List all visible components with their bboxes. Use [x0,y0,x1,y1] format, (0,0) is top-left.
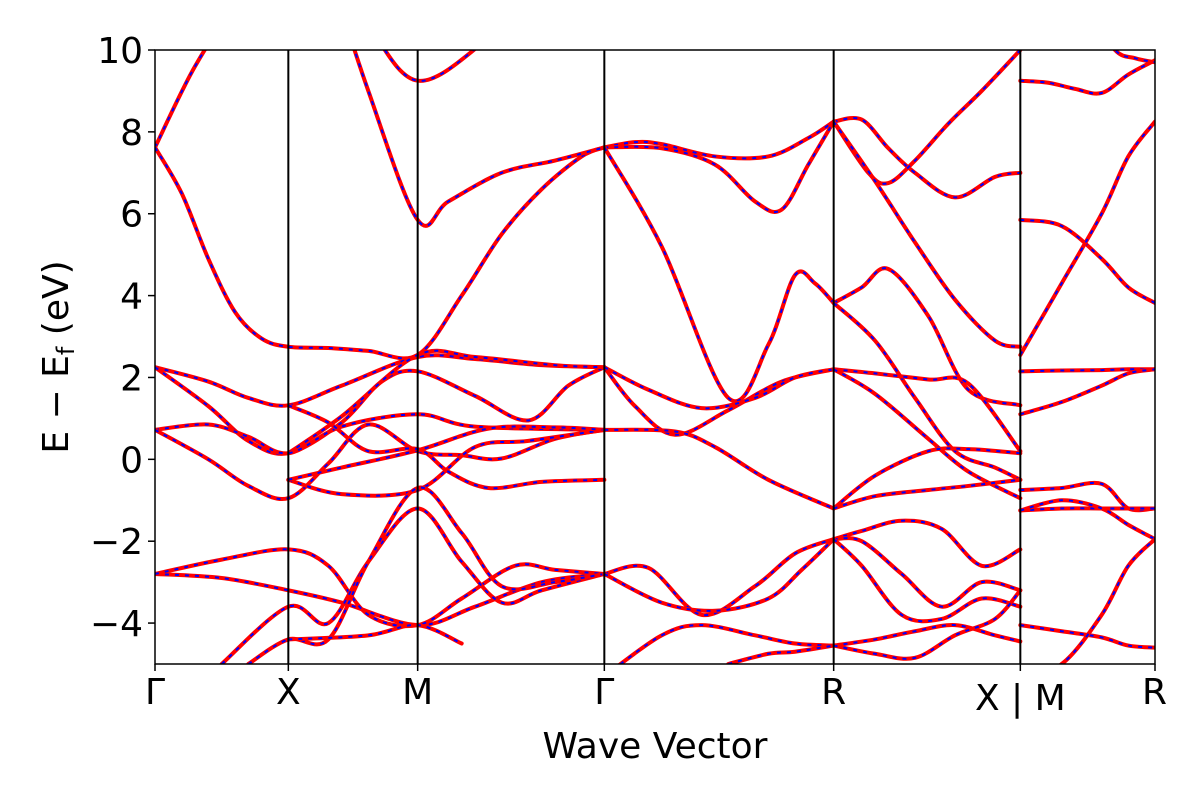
y-tick-label: 8 [120,113,143,154]
y-tick-label: −4 [90,604,143,645]
band-line-dashed-6 [287,349,605,455]
band-line-43 [1018,217,1155,305]
band-line-dashed-39 [833,624,1021,647]
x-tick-label: Γ [145,672,165,713]
band-line-8 [155,422,607,502]
band-line-16 [286,623,464,646]
band-line-41 [1018,58,1155,96]
x-tick-label: X | M [975,678,1066,719]
x-tick-label: M [402,672,433,713]
band-line-42 [1112,50,1155,65]
band-line-dashed-2 [155,146,605,360]
band-line-40 [831,588,1023,661]
x-tick-label: R [821,672,846,713]
band-line-dashed-12 [155,572,605,627]
band-line-dashed-7 [155,413,605,455]
band-line-dashed-22 [604,428,835,510]
y-tick-label: −2 [90,522,143,563]
band-line-26 [726,643,836,664]
y-tick-label: 4 [120,277,143,318]
band-line-dashed-24 [603,538,835,612]
y-tick-label: 0 [120,440,143,481]
band-line-dashed-29 [832,121,1021,348]
y-tick-label: 10 [97,31,143,72]
band-line-dashed-14 [221,507,605,664]
x-tick-label: X [276,672,301,713]
band-line-dashed-30 [833,267,1021,407]
y-tick-label: 2 [120,358,143,399]
band-line-dashed-36 [833,519,1021,568]
band-line-dashed-13 [155,548,605,628]
band-line-51 [1057,537,1155,664]
y-tick-label: 6 [120,195,143,236]
band-line-dashed-33 [833,368,1021,500]
band-line-44 [1018,119,1155,357]
band-line-dashed-38 [832,538,1021,623]
band-line-dashed-43 [1020,218,1155,304]
band-line-27 [831,115,1023,200]
band-line-dashed-50 [1020,624,1155,649]
band-line-dashed-25 [618,624,834,664]
band-line-dashed-35 [833,478,1021,510]
band-line-dashed-8 [155,423,605,501]
band-line-dashed-16 [288,624,463,645]
y-axis-label-unit: (eV) [36,260,77,346]
band-line-dashed-31 [832,302,1021,481]
band-line-dashed-23 [604,538,835,617]
band-line-22 [602,427,836,511]
band-line-dashed-21 [603,366,834,410]
high-symmetry-lines [287,50,1022,664]
band-line-dashed-27 [833,116,1021,199]
band-line-2 [155,145,607,361]
band-line-dashed-9 [288,428,605,497]
x-axis-label: Wave Vector [543,726,768,767]
band-line-dashed-45 [1020,368,1155,373]
band-line-dashed-15 [247,486,605,664]
band-line-dashed-3 [353,50,605,227]
band-line-dashed-10 [288,425,605,481]
band-line-dashed-49 [1020,499,1155,541]
plot-frame [154,49,1156,665]
band-line-dashed-34 [833,447,1021,510]
band-line-dashed-11 [287,404,605,490]
band-line-18 [602,119,836,214]
band-line-33 [831,367,1023,501]
x-tick-label: Γ [594,672,614,713]
band-line-23 [602,537,836,618]
y-axis-label-main: E − E [36,355,77,454]
band-line-dashed-41 [1020,59,1155,95]
x-tick-label: R [1142,672,1167,713]
band-line-12 [155,571,607,628]
y-axis-ticks: −4 −2 0 2 4 6 8 10 [90,31,155,645]
x-axis-ticks: Γ X M Γ R X | M R [145,664,1167,719]
band-line-17 [602,119,836,161]
band-line-dashed-19 [603,146,835,402]
y-axis-label-subscript: f [52,346,80,355]
band-curves [155,50,1155,664]
band-line-dashed-32 [833,368,1022,452]
band-line-dashed-42 [1113,50,1155,64]
band-line-dashed-47 [1020,481,1155,512]
band-line-46 [1018,367,1155,417]
band-line-14 [219,506,607,664]
y-axis-label: E − Ef (eV) [36,260,80,453]
band-line-dashed-18 [604,121,835,214]
band-line-dashed-17 [604,120,835,160]
band-line-11 [286,403,607,491]
band-line-37 [831,536,1023,609]
band-line-49 [1018,498,1155,542]
